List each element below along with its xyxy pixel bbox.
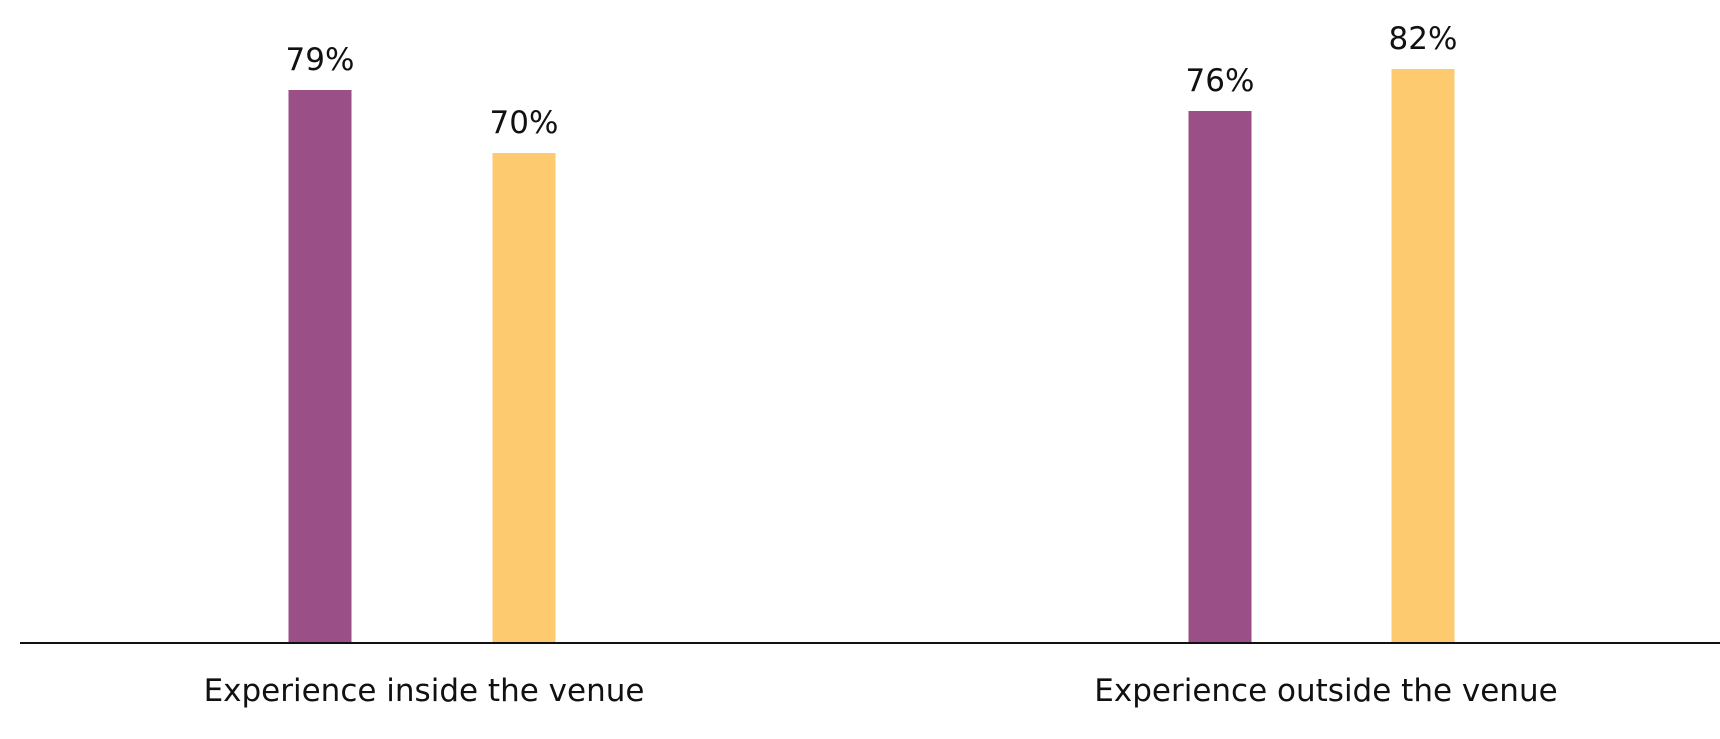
value-labels-group: 79% 70% 76% 82% xyxy=(286,21,1458,141)
category-label-1: Experience inside the venue xyxy=(204,673,645,709)
bar-1-1 xyxy=(288,90,352,643)
bar-2-2 xyxy=(1391,69,1455,643)
bars-group xyxy=(288,69,1455,643)
category-label-2: Experience outside the venue xyxy=(1094,673,1557,709)
value-label-1-2: 70% xyxy=(490,105,559,141)
category-labels-group: Experience inside the venue Experience ou… xyxy=(204,673,1558,709)
bar-1-2 xyxy=(492,153,556,643)
value-label-2-1: 76% xyxy=(1186,63,1255,99)
bar-2-1 xyxy=(1188,111,1252,643)
value-label-1-1: 79% xyxy=(286,42,355,78)
value-label-2-2: 82% xyxy=(1389,21,1458,57)
